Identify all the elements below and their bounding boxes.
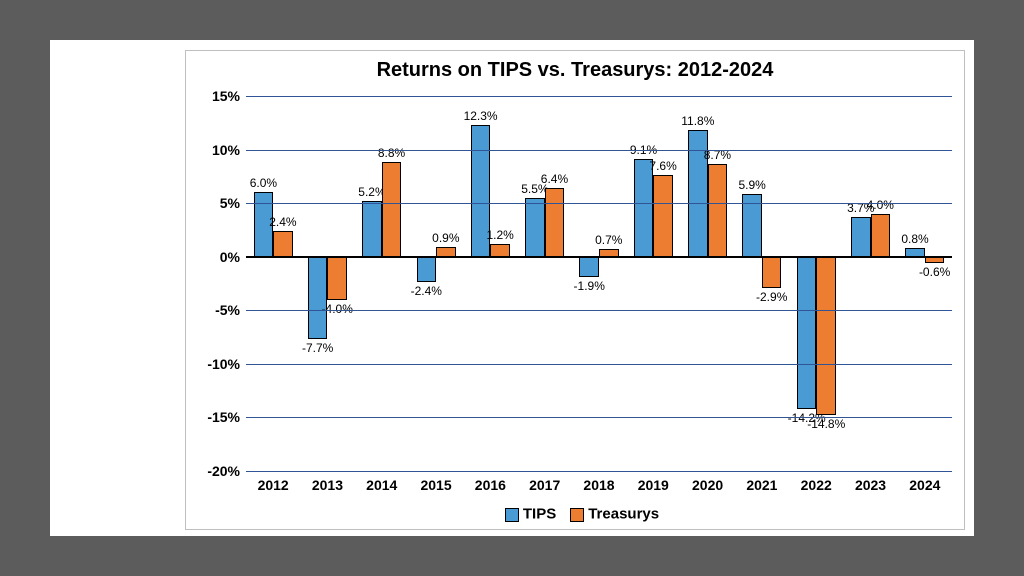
bar-treasurys [327, 257, 347, 300]
bar-value-label: 0.9% [427, 231, 465, 245]
zero-axis [246, 256, 952, 258]
x-tick-label: 2014 [355, 477, 409, 493]
bar-treasurys [653, 175, 673, 256]
bar-treasurys [816, 257, 836, 416]
y-tick-label: 10% [190, 142, 240, 158]
bar-value-label: -7.7% [299, 341, 337, 355]
x-tick-label: 2023 [843, 477, 897, 493]
chart-title: Returns on TIPS vs. Treasurys: 2012-2024 [186, 59, 964, 82]
gridline [246, 364, 952, 365]
gridline [246, 203, 952, 204]
x-tick-label: 2018 [572, 477, 626, 493]
y-tick-label: 0% [190, 249, 240, 265]
bar-treasurys [382, 162, 402, 256]
bar-treasurys [708, 164, 728, 257]
bar-tips [417, 257, 437, 283]
y-tick-label: -20% [190, 463, 240, 479]
gridline [246, 417, 952, 418]
bar-value-label: 5.9% [733, 178, 771, 192]
bar-value-label: 11.8% [679, 114, 717, 128]
x-tick-label: 2019 [626, 477, 680, 493]
bar-tips [308, 257, 328, 340]
chart-container: Returns on TIPS vs. Treasurys: 2012-2024… [185, 50, 965, 530]
bar-value-label: -4.0% [318, 302, 356, 316]
y-tick-label: 5% [190, 195, 240, 211]
x-tick-label: 2017 [518, 477, 572, 493]
image-frame: Returns on TIPS vs. Treasurys: 2012-2024… [50, 40, 974, 536]
legend-swatch [505, 508, 519, 522]
gridline [246, 150, 952, 151]
legend-label: TIPS [523, 506, 556, 523]
gridline [246, 310, 952, 311]
x-tick-label: 2016 [463, 477, 517, 493]
bar-value-label: 6.0% [245, 176, 283, 190]
legend-swatch [570, 508, 584, 522]
bar-value-label: 4.0% [862, 198, 900, 212]
x-tick-label: 2022 [789, 477, 843, 493]
bar-value-label: -2.4% [408, 284, 446, 298]
legend: TIPS Treasurys [186, 505, 964, 523]
x-tick-label: 2013 [300, 477, 354, 493]
bar-tips [579, 257, 599, 277]
bar-value-label: 6.4% [536, 172, 574, 186]
bar-value-label: 2.4% [264, 215, 302, 229]
bars-layer: 6.0%2.4%-7.7%-4.0%5.2%8.8%-2.4%0.9%12.3%… [246, 96, 952, 471]
gridline [246, 96, 952, 97]
bar-value-label: -0.6% [916, 265, 954, 279]
bar-tips [362, 201, 382, 257]
bar-value-label: 1.2% [481, 228, 519, 242]
bar-value-label: -1.9% [570, 279, 608, 293]
bar-treasurys [273, 231, 293, 257]
y-tick-label: 15% [190, 88, 240, 104]
bar-tips [634, 159, 654, 257]
legend-label: Treasurys [588, 506, 659, 523]
bar-value-label: 7.6% [644, 159, 682, 173]
y-tick-label: -15% [190, 409, 240, 425]
y-tick-label: -10% [190, 356, 240, 372]
x-tick-label: 2015 [409, 477, 463, 493]
bar-treasurys [762, 257, 782, 288]
bar-value-label: 12.3% [462, 109, 500, 123]
bar-value-label: 8.8% [373, 146, 411, 160]
bar-value-label: 0.7% [590, 233, 628, 247]
x-tick-label: 2020 [680, 477, 734, 493]
x-tick-label: 2021 [735, 477, 789, 493]
x-tick-label: 2012 [246, 477, 300, 493]
bar-tips [851, 217, 871, 257]
bar-treasurys [545, 188, 565, 257]
bar-tips [525, 198, 545, 257]
bar-value-label: 0.8% [896, 232, 934, 246]
bar-value-label: -2.9% [753, 290, 791, 304]
gridline [246, 471, 952, 472]
plot-area: 6.0%2.4%-7.7%-4.0%5.2%8.8%-2.4%0.9%12.3%… [246, 96, 952, 471]
bar-treasurys [871, 214, 891, 257]
x-tick-label: 2024 [898, 477, 952, 493]
y-tick-label: -5% [190, 302, 240, 318]
bar-tips [797, 257, 817, 409]
bar-value-label: -14.8% [807, 417, 845, 431]
